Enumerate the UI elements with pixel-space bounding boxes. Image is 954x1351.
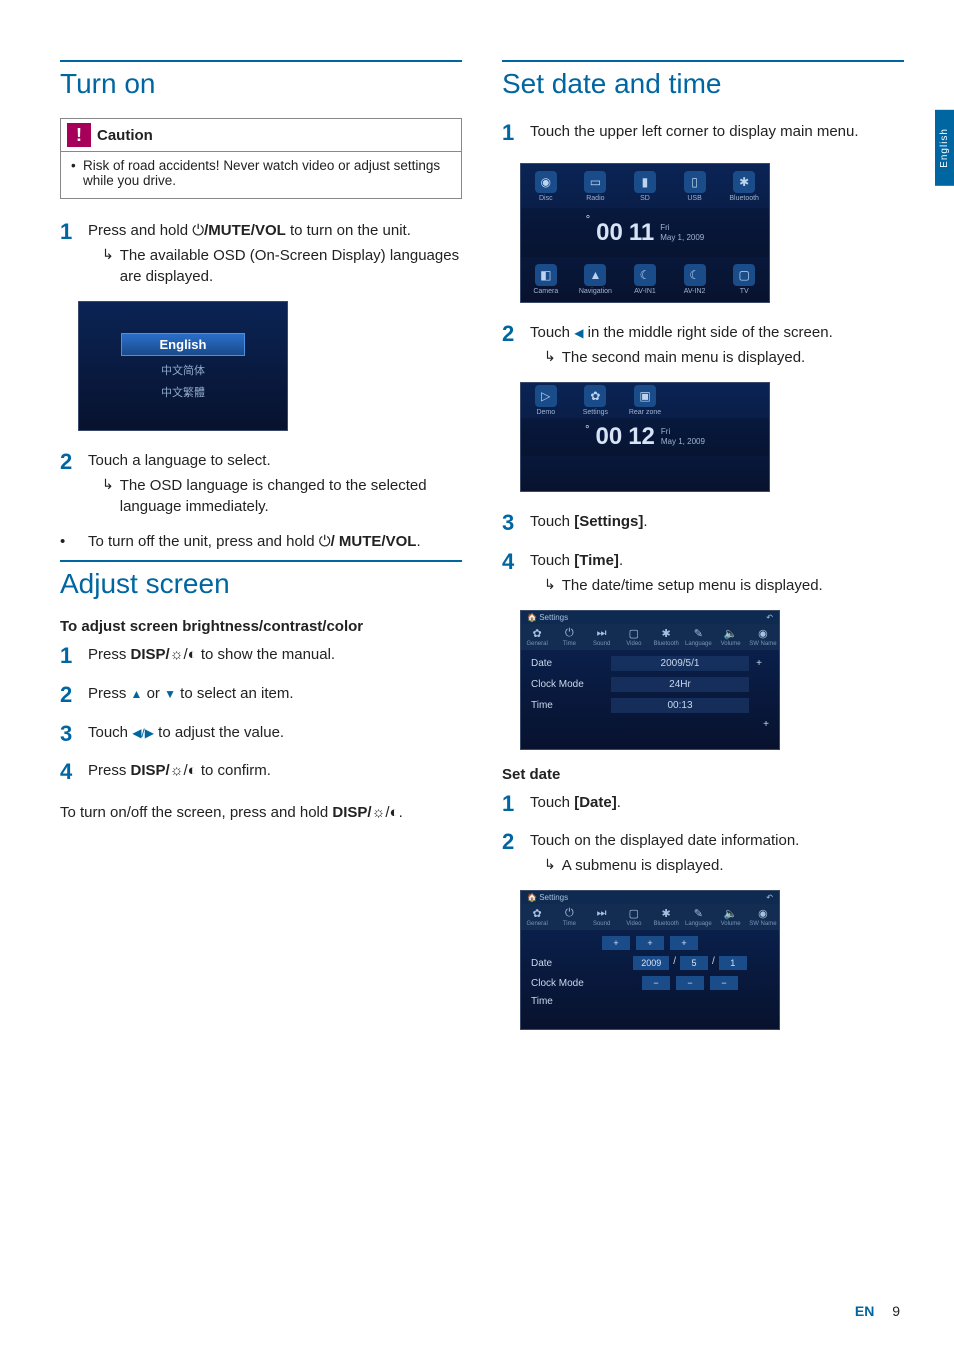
left-right-triangle-icon: ◀/▶ bbox=[132, 726, 154, 740]
camera-icon: ◧ bbox=[535, 264, 557, 286]
step-number: 2 bbox=[502, 319, 520, 368]
heading-adjust-screen: Adjust screen bbox=[60, 560, 462, 600]
bullet-dot: • bbox=[60, 531, 78, 552]
usb-icon: ▯ bbox=[684, 171, 706, 193]
settings-time-screenshot: 🏠 Settings↶ ✿General ⏻Time ⏭Sound ▢Video… bbox=[520, 610, 904, 750]
bluetooth-icon: ✱ bbox=[733, 171, 755, 193]
power-icon: ⏻ bbox=[319, 533, 331, 550]
power-icon: ⏻ bbox=[192, 222, 204, 239]
footer-lang: EN bbox=[855, 1303, 874, 1319]
lang-option: 中文繁體 bbox=[161, 384, 205, 400]
adjust-screen-subtitle: To adjust screen brightness/contrast/col… bbox=[60, 618, 462, 635]
result-arrow-icon: ↳ bbox=[544, 347, 556, 368]
step-number: 3 bbox=[502, 508, 520, 539]
turn-on-step2: Touch a language to select. ↳The OSD lan… bbox=[88, 447, 462, 517]
heading-turn-on: Turn on bbox=[60, 60, 462, 100]
set-date-subheading: Set date bbox=[502, 766, 904, 783]
menu-row-top: ▷Demo ✿Settings ▣Rear zone bbox=[521, 383, 769, 418]
down-triangle-icon: ▼ bbox=[164, 687, 176, 701]
radio-icon: ▭ bbox=[584, 171, 606, 193]
language-side-tab: English bbox=[935, 110, 954, 186]
datetime-step3: Touch [Settings]. bbox=[530, 508, 904, 539]
footer-page-number: 9 bbox=[892, 1303, 900, 1319]
caution-text: Risk of road accidents! Never watch vide… bbox=[61, 151, 461, 198]
datetime-step1: Touch the upper left corner to display m… bbox=[530, 118, 904, 149]
language-select-screenshot: English 中文简体 中文繁體 bbox=[78, 301, 462, 431]
avin1-icon: ☾ bbox=[634, 264, 656, 286]
disp-icons: ☼/◐ bbox=[372, 804, 399, 821]
turn-on-step1: Press and hold ⏻/MUTE/VOL to turn on the… bbox=[88, 217, 462, 287]
page-footer: EN 9 bbox=[855, 1303, 900, 1319]
sd-icon: ▮ bbox=[634, 171, 656, 193]
menu-clock: ° 00 11 FriMay 1, 2009 bbox=[521, 208, 769, 257]
step-number: 1 bbox=[502, 118, 520, 149]
main-menu-screenshot-2: ▷Demo ✿Settings ▣Rear zone ° 00 12 FriMa… bbox=[520, 382, 904, 492]
rearzone-icon: ▣ bbox=[634, 385, 656, 407]
menu-clock: ° 00 12 FriMay 1, 2009 bbox=[521, 418, 769, 456]
lang-option: 中文简体 bbox=[161, 362, 205, 378]
step-number: 1 bbox=[60, 641, 78, 672]
lang-option-selected: English bbox=[121, 333, 246, 356]
caution-label: Caution bbox=[97, 127, 153, 144]
heading-set-date-time: Set date and time bbox=[502, 60, 904, 100]
turn-off-note: To turn off the unit, press and hold ⏻/ … bbox=[88, 531, 421, 552]
disc-icon: ◉ bbox=[535, 171, 557, 193]
disp-icons: ☼/◐ bbox=[170, 646, 197, 663]
tv-icon: ▢ bbox=[733, 264, 755, 286]
result-arrow-icon: ↳ bbox=[102, 475, 114, 517]
avin2-icon: ☾ bbox=[684, 264, 706, 286]
up-triangle-icon: ▲ bbox=[131, 687, 143, 701]
back-icon: ↶ bbox=[766, 893, 773, 902]
result-arrow-icon: ↳ bbox=[102, 245, 114, 287]
menu-row-bottom: ◧Camera ▲Navigation ☾AV-IN1 ☾AV-IN2 ▢TV bbox=[521, 257, 769, 302]
adjust-tail-note: To turn on/off the screen, press and hol… bbox=[60, 802, 462, 823]
disp-icons: ☼/◐ bbox=[170, 762, 197, 779]
settings-date-edit-screenshot: 🏠 Settings↶ ✿General ⏻Time ⏭Sound ▢Video… bbox=[520, 890, 904, 1030]
right-column: Set date and time 1 Touch the upper left… bbox=[502, 60, 904, 1046]
step-number: 4 bbox=[502, 547, 520, 596]
back-icon: ↶ bbox=[766, 613, 773, 622]
step-number: 3 bbox=[60, 719, 78, 750]
result-arrow-icon: ↳ bbox=[544, 855, 556, 876]
adjust-step4: Press DISP/☼/◐ to confirm. bbox=[88, 757, 462, 788]
adjust-step1: Press DISP/☼/◐ to show the manual. bbox=[88, 641, 462, 672]
step-number: 1 bbox=[60, 217, 78, 287]
step-number: 2 bbox=[60, 447, 78, 517]
adjust-step3: Touch ◀/▶ to adjust the value. bbox=[88, 719, 462, 750]
demo-icon: ▷ bbox=[535, 385, 557, 407]
settings-tabs: ✿General ⏻Time ⏭Sound ▢Video ✱Bluetooth … bbox=[521, 624, 779, 650]
settings-tabs: ✿General ⏻Time ⏭Sound ▢Video ✱Bluetooth … bbox=[521, 904, 779, 930]
settings-icon: ✿ bbox=[584, 385, 606, 407]
setdate-step2: Touch on the displayed date information.… bbox=[530, 827, 904, 876]
adjust-step2: Press ▲ or ▼ to select an item. bbox=[88, 680, 462, 711]
step-number: 1 bbox=[502, 789, 520, 820]
result-arrow-icon: ↳ bbox=[544, 575, 556, 596]
main-menu-screenshot-1: ◉Disc ▭Radio ▮SD ▯USB ✱Bluetooth ° 00 11… bbox=[520, 163, 904, 303]
datetime-step2: Touch ◀ in the middle right side of the … bbox=[530, 319, 904, 368]
caution-box: ! Caution Risk of road accidents! Never … bbox=[60, 118, 462, 199]
setdate-step1: Touch [Date]. bbox=[530, 789, 904, 820]
menu-row-top: ◉Disc ▭Radio ▮SD ▯USB ✱Bluetooth bbox=[521, 164, 769, 209]
left-column: Turn on ! Caution Risk of road accidents… bbox=[60, 60, 462, 1046]
step-number: 2 bbox=[502, 827, 520, 876]
step-number: 2 bbox=[60, 680, 78, 711]
navigation-icon: ▲ bbox=[584, 264, 606, 286]
step-number: 4 bbox=[60, 757, 78, 788]
datetime-step4: Touch [Time]. ↳The date/time setup menu … bbox=[530, 547, 904, 596]
caution-icon: ! bbox=[67, 123, 91, 147]
